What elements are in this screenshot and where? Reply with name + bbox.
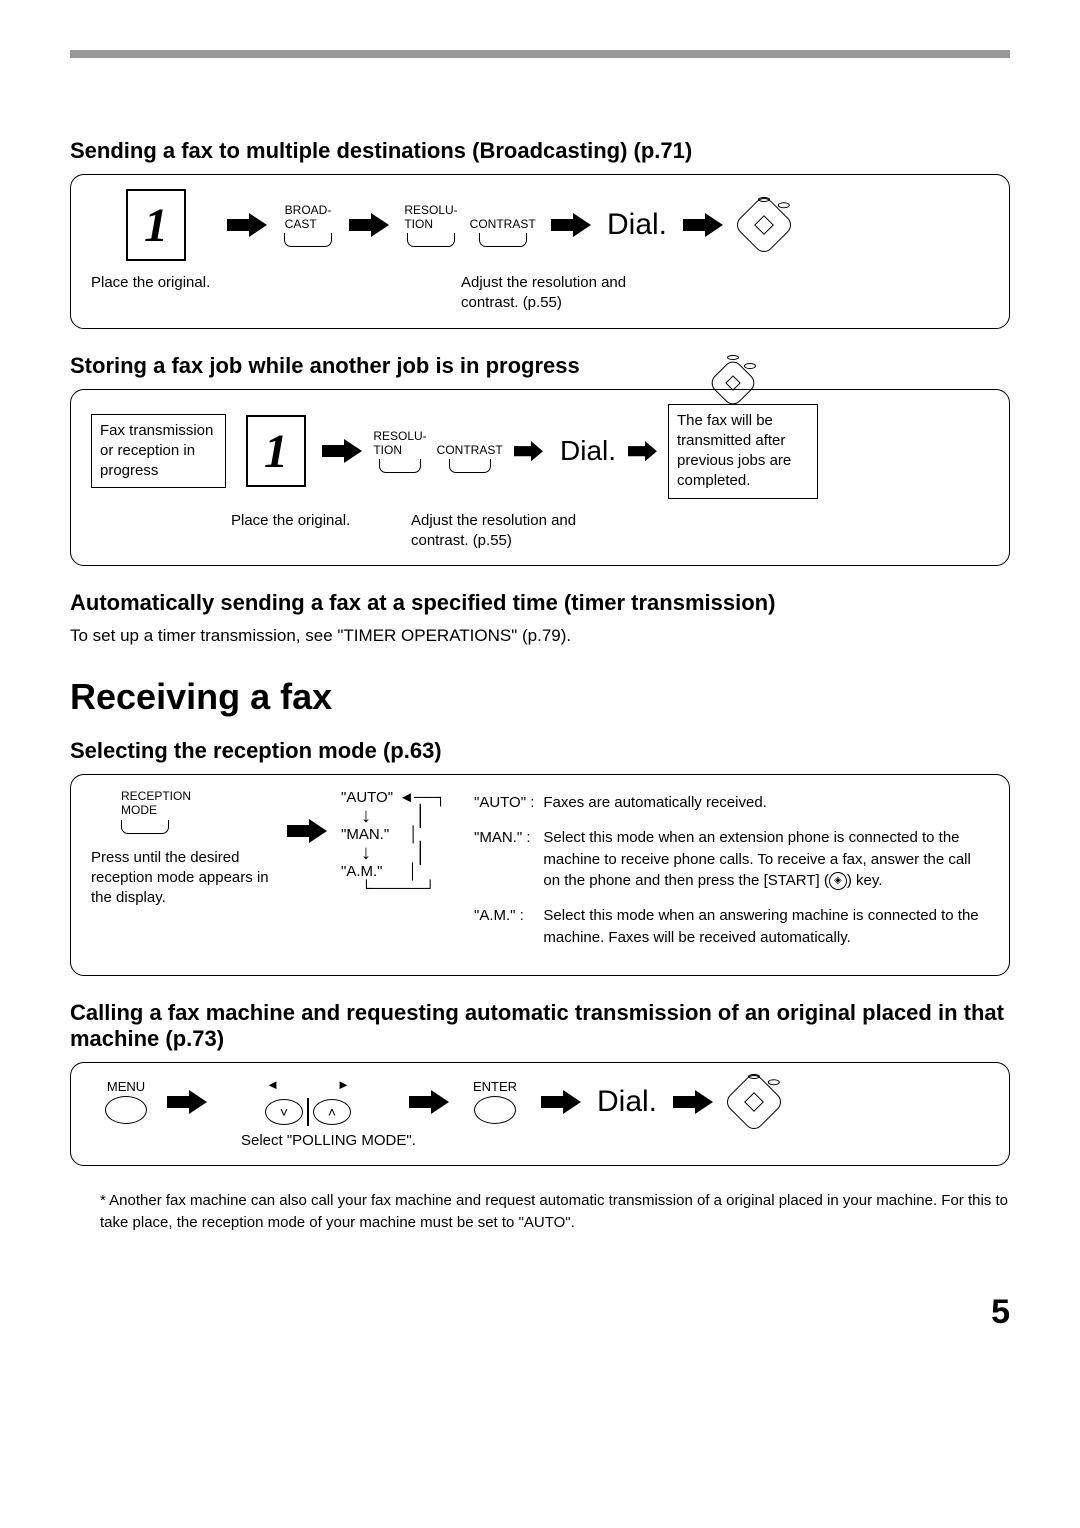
arrow-icon [514, 441, 548, 461]
arrow-icon [409, 1090, 449, 1114]
header-bar [70, 50, 1010, 58]
arrow-icon [541, 1090, 581, 1114]
contrast-button [479, 233, 527, 247]
enter-button-label: ENTER [473, 1079, 517, 1096]
resolution-button [407, 233, 455, 247]
arrow-icon [551, 213, 591, 237]
adjust-caption: Adjust the resolution and contrast. (p.5… [411, 511, 611, 552]
nav-down-button: ˅ [265, 1099, 303, 1125]
mode-option-auto: "AUTO" [341, 789, 393, 806]
mode-am-label: "A.M." : [473, 904, 540, 959]
dial-label: Dial. [560, 435, 616, 467]
mode-option-man: "MAN." [341, 826, 389, 843]
left-glyph: ◄ [266, 1077, 279, 1094]
menu-button [105, 1096, 147, 1124]
press-caption: Press until the desired reception mode a… [91, 848, 281, 909]
start-key-icon [708, 358, 758, 408]
panel-reception-mode: RECEPTION MODE Press until the desired r… [70, 774, 1010, 976]
adjust-caption: Adjust the resolution and contrast. (p.5… [461, 273, 661, 314]
arrow-icon [227, 213, 267, 237]
mode-auto-label: "AUTO" : [473, 791, 540, 824]
heading-reception-mode: Selecting the reception mode (p.63) [70, 738, 1010, 764]
heading-receiving: Receiving a fax [70, 676, 1010, 718]
heading-broadcasting: Sending a fax to multiple destinations (… [70, 138, 1010, 164]
arrow-icon [628, 441, 662, 461]
mode-man-label: "MAN." : [473, 826, 540, 902]
resolution-button [379, 459, 421, 473]
arrow-icon [167, 1090, 207, 1114]
panel-polling: MENU ◄ ► ˅ ˄ ENTER [70, 1062, 1010, 1166]
place-original-caption: Place the original. [91, 273, 291, 293]
mode-man-text: Select this mode when an extension phone… [542, 826, 987, 902]
page-number: 5 [70, 1293, 1010, 1332]
contrast-button [449, 459, 491, 473]
dial-label: Dial. [607, 208, 667, 242]
resolution-button-label: RESOLU- TION [404, 203, 457, 232]
heading-polling: Calling a fax machine and requesting aut… [70, 1000, 1010, 1052]
enter-button [474, 1096, 516, 1124]
dial-label: Dial. [597, 1085, 657, 1119]
panel-broadcasting: 1 BROAD- CAST RESOLU- TION CONTRAST [70, 174, 1010, 329]
reception-mode-button [121, 820, 169, 834]
broadcast-button-label: BROAD- CAST [285, 203, 332, 232]
contrast-button-label: CONTRAST [437, 443, 503, 457]
mode-auto-text: Faxes are automatically received. [542, 791, 987, 824]
place-original-caption: Place the original. [231, 511, 391, 531]
arrow-icon [322, 439, 362, 463]
polling-footnote: * Another fax machine can also call your… [100, 1190, 1010, 1234]
right-glyph: ► [337, 1077, 350, 1094]
nav-up-button: ˄ [313, 1099, 351, 1125]
result-box: The fax will be transmitted after previo… [668, 404, 818, 499]
in-progress-box: Fax transmission or reception in progres… [91, 414, 226, 489]
mode-option-am: "A.M." [341, 863, 382, 880]
arrow-icon [673, 1090, 713, 1114]
resolution-button-label: RESOLU- TION [373, 429, 426, 458]
menu-button-label: MENU [107, 1079, 145, 1096]
arrow-icon [349, 213, 389, 237]
timer-body: To set up a timer transmission, see "TIM… [70, 626, 1010, 646]
arrow-icon [287, 819, 327, 843]
heading-timer: Automatically sending a fax at a specifi… [70, 590, 1010, 616]
start-key-icon [729, 1077, 779, 1127]
start-key-icon [739, 200, 789, 250]
mode-descriptions: "AUTO" : Faxes are automatically receive… [471, 789, 989, 961]
original-document-icon: 1 [246, 415, 306, 487]
panel-storing: Fax transmission or reception in progres… [70, 389, 1010, 567]
reception-mode-button-label: RECEPTION MODE [121, 789, 191, 818]
select-polling-caption: Select "POLLING MODE". [241, 1131, 989, 1151]
original-document-icon: 1 [126, 189, 186, 261]
heading-storing: Storing a fax job while another job is i… [70, 353, 1010, 379]
contrast-button-label: CONTRAST [470, 217, 536, 231]
mode-am-text: Select this mode when an answering machi… [542, 904, 987, 959]
broadcast-button [284, 233, 332, 247]
start-key-inline-icon: ◈ [829, 872, 847, 890]
mode-cycle-diagram: "AUTO" ◄──┐ ↓│ "MAN." │ ↓│ "A.M." │ └───… [341, 789, 471, 897]
arrow-icon [683, 213, 723, 237]
